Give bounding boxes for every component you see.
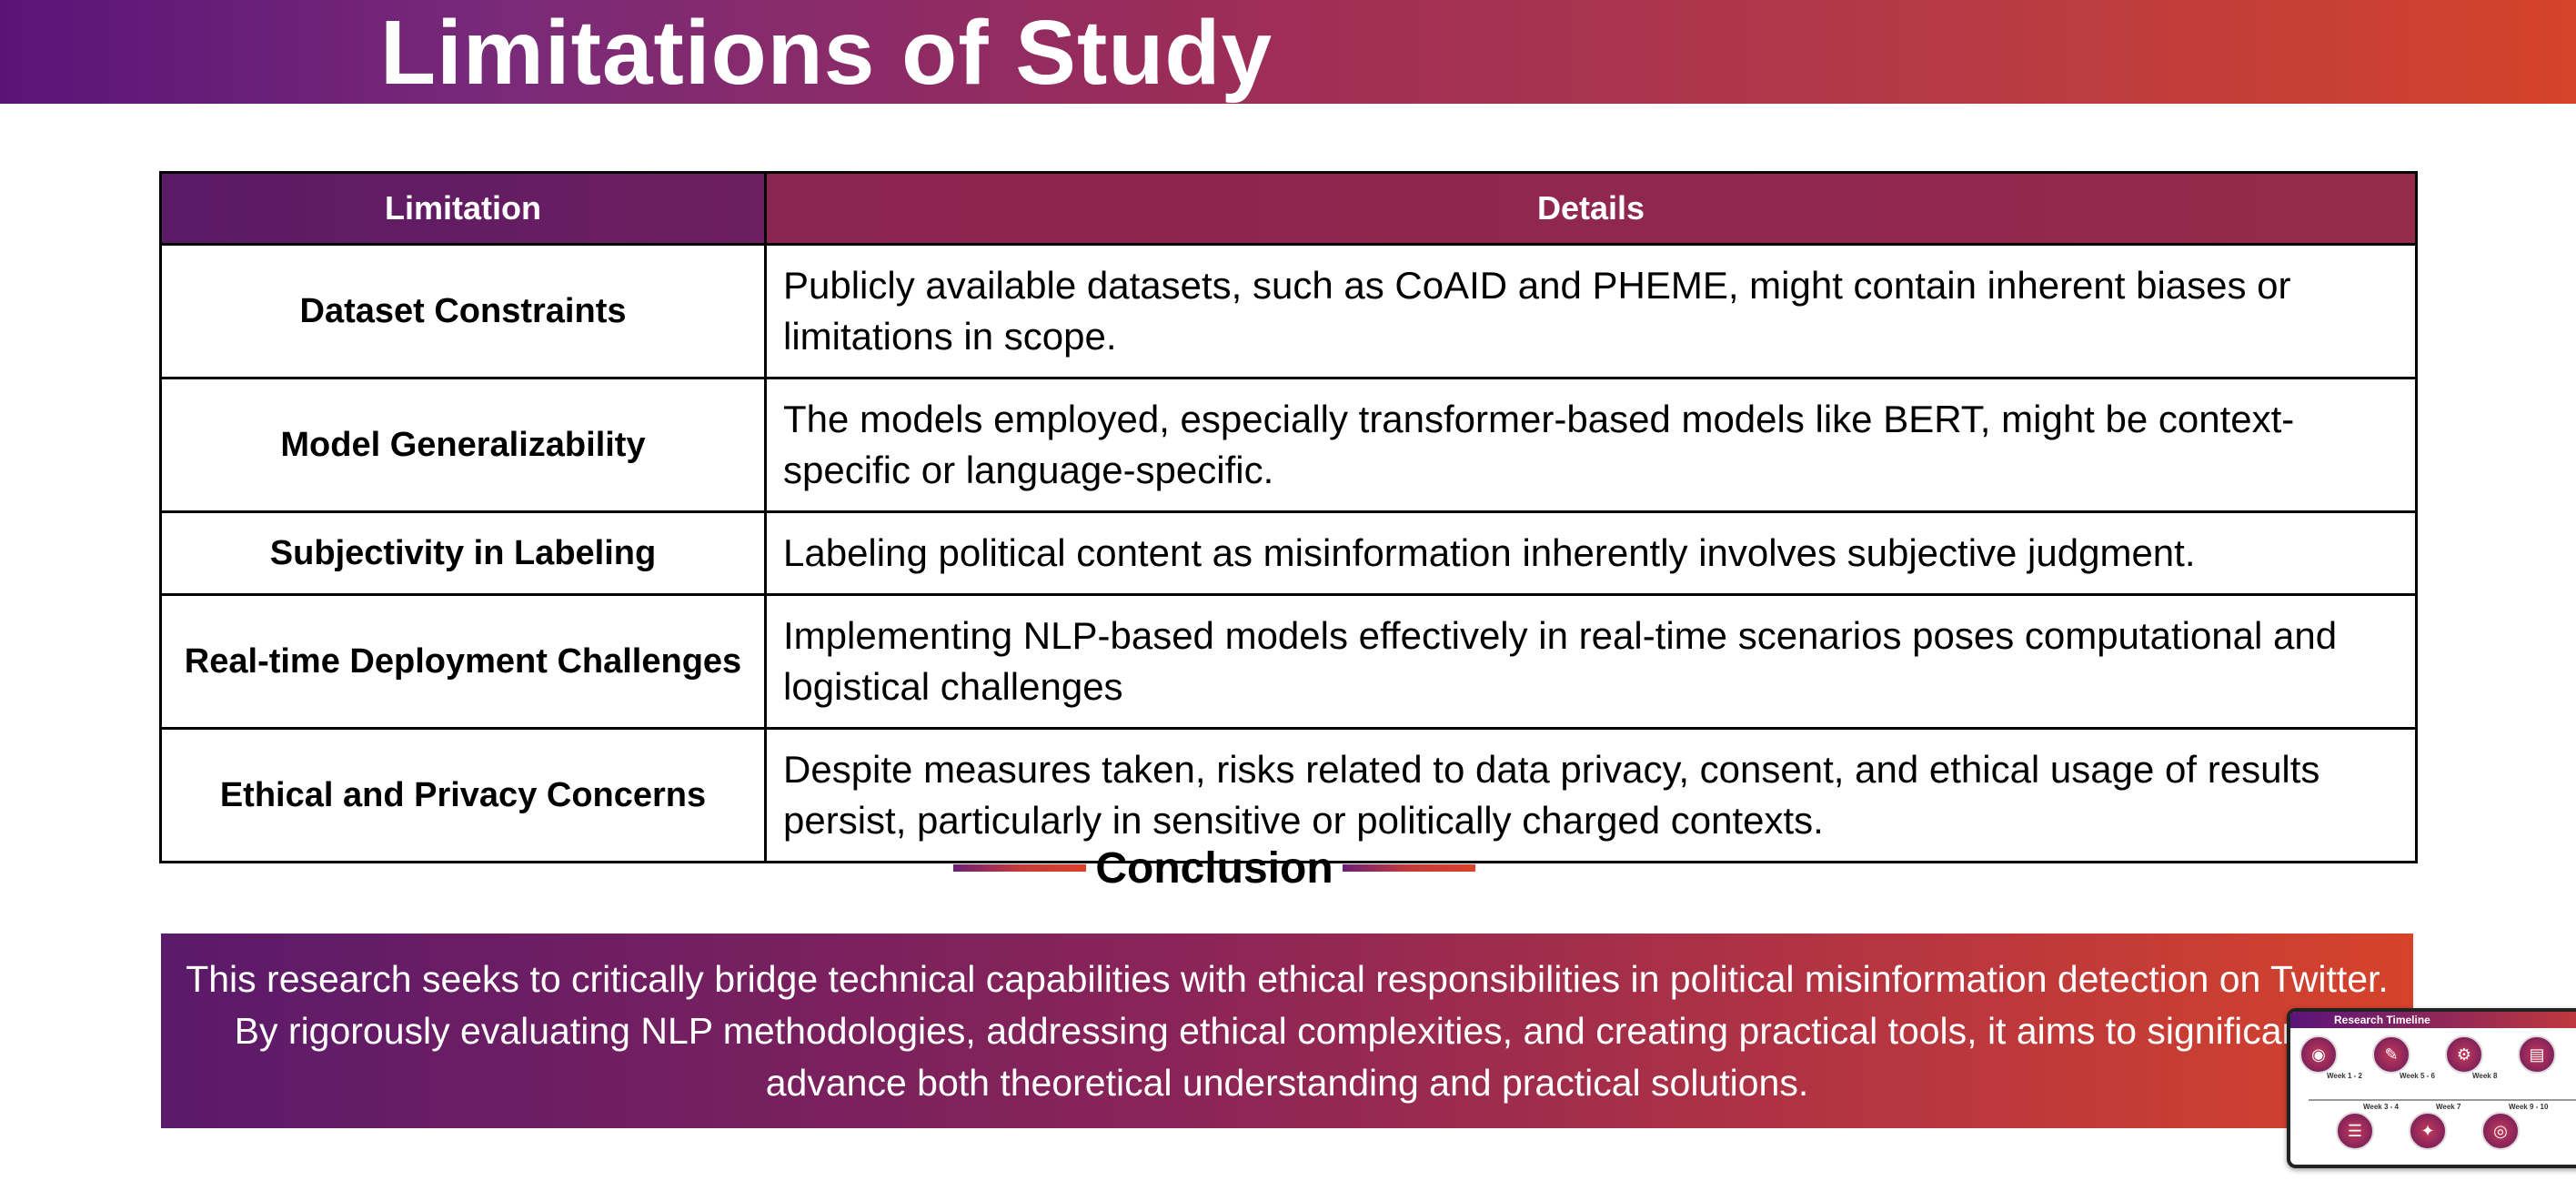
conclusion-box: This research seeks to critically bridge…: [161, 934, 2413, 1128]
details-cell: Publicly available datasets, such as CoA…: [764, 243, 2418, 379]
timeline-label: Week 9 - 10: [2509, 1103, 2549, 1111]
gear-icon: ⚙: [2445, 1035, 2483, 1074]
table-row: Model Generalizability The models employ…: [159, 377, 2418, 513]
limitation-cell: Dataset Constraints: [159, 243, 767, 379]
title-bar: Limitations of Study: [0, 0, 2576, 104]
table-row: Dataset Constraints Publicly available d…: [159, 243, 2418, 379]
details-cell: Implementing NLP-based models effectivel…: [764, 593, 2418, 730]
conclusion-text: This research seeks to critically bridge…: [186, 958, 2389, 1104]
limitation-cell: Subjectivity in Labeling: [159, 510, 767, 596]
table-row: Subjectivity in Labeling Labeling politi…: [159, 510, 2418, 596]
header-limitation: Limitation: [159, 171, 767, 246]
timeline-label: Week 3 - 4: [2363, 1103, 2399, 1111]
right-accent-line: [1342, 864, 1475, 872]
timeline-line: [2309, 1099, 2576, 1101]
conclusion-heading-group: Conclusion: [953, 833, 1475, 903]
thumbnail-title: Research Timeline: [2290, 1012, 2576, 1028]
conclusion-heading: Conclusion: [1095, 843, 1333, 893]
header-details: Details: [764, 171, 2418, 246]
slide-thumbnail-preview[interactable]: Research Timeline ◉ ✎ ⚙ ▤ ☰ ✦ ◎ Week 1 -…: [2287, 1008, 2576, 1168]
table-row: Real-time Deployment Challenges Implemen…: [159, 593, 2418, 730]
limitation-cell: Ethical and Privacy Concerns: [159, 727, 767, 863]
limitation-cell: Real-time Deployment Challenges: [159, 593, 767, 730]
left-accent-line: [953, 864, 1086, 872]
timeline-label: Week 7: [2436, 1103, 2461, 1111]
details-cell: The models employed, especially transfor…: [764, 377, 2418, 513]
timeline-label: Week 8: [2472, 1072, 2498, 1080]
timeline-label: Week 1 - 2: [2327, 1072, 2362, 1080]
limitation-cell: Model Generalizability: [159, 377, 767, 513]
timeline-label: Week 5 - 6: [2400, 1072, 2435, 1080]
eye-icon: ◉: [2299, 1035, 2338, 1074]
details-cell: Despite measures taken, risks related to…: [764, 727, 2418, 863]
limitations-table: Limitation Details Dataset Constraints P…: [159, 171, 2418, 863]
details-cell: Labeling political content as misinforma…: [764, 510, 2418, 596]
table-header-row: Limitation Details: [159, 171, 2418, 246]
lightbulb-icon: ✦: [2409, 1112, 2447, 1150]
table-row: Ethical and Privacy Concerns Despite mea…: [159, 727, 2418, 863]
slide-title: Limitations of Study: [380, 2, 1273, 104]
brain-icon: ✎: [2372, 1035, 2410, 1074]
list-icon: ☰: [2336, 1112, 2374, 1150]
target-icon: ◎: [2481, 1112, 2520, 1150]
document-icon: ▤: [2518, 1035, 2556, 1074]
